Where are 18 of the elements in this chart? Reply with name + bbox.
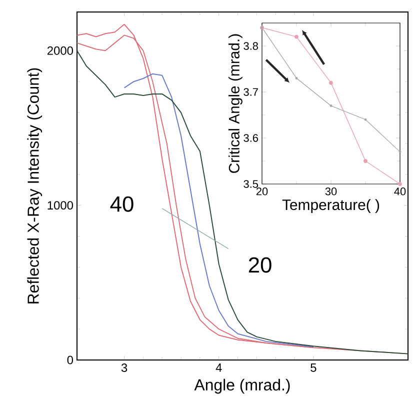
y-tick-label: 3.8 bbox=[244, 42, 258, 50]
y-tick-label: 3.6 bbox=[244, 134, 258, 142]
x-tick-label: 30 bbox=[325, 188, 337, 196]
y-axis-title: Critical Angle (mrad.) bbox=[228, 34, 242, 173]
y-tick-label: 0 bbox=[67, 356, 74, 364]
y-tick-label: 1000 bbox=[48, 201, 74, 210]
x-tick-label: 3 bbox=[121, 364, 128, 372]
y-tick-label: 3.7 bbox=[244, 88, 258, 96]
x-axis-title: Angle (mrad.) bbox=[194, 378, 290, 394]
x-axis-title: Temperature( ) bbox=[282, 199, 380, 214]
x-tick-label: 5 bbox=[310, 364, 316, 372]
y-tick-label: 2000 bbox=[47, 46, 74, 55]
x-tick-label: 4 bbox=[216, 364, 222, 372]
annotation: 20 bbox=[248, 257, 272, 273]
x-tick-label: 40 bbox=[394, 188, 406, 196]
x-tick-label: 20 bbox=[256, 188, 268, 196]
y-tick-label: 3.5 bbox=[244, 180, 258, 188]
y-axis-title: Reflected X-Ray Intensity (Count) bbox=[27, 68, 42, 304]
